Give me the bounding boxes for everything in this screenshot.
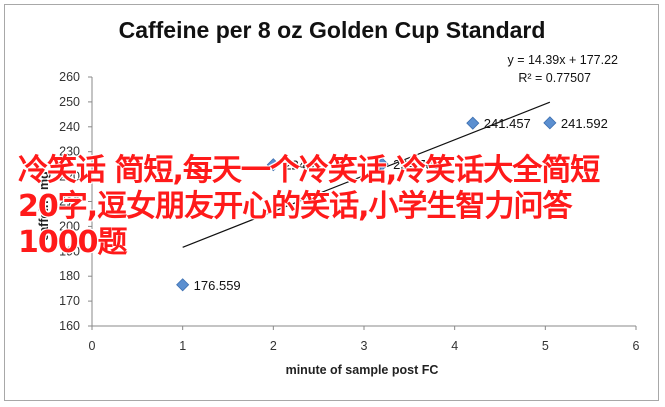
x-tick-label: 6 [633,339,640,353]
y-tick-label: 170 [59,294,80,308]
data-point-marker [176,278,190,292]
data-points: 176.559 224.77 224.789 241.457 241.592 [176,116,608,293]
y-tick-label: 210 [59,195,80,209]
y-tick-label: 260 [59,70,80,84]
x-ticks: 0 1 2 3 4 5 6 [89,326,640,353]
data-point-marker [266,158,280,172]
watermark-overlay-text: 冷笑话 简短,每天一个冷笑话,冷笑话大全简短20字,逗女朋友开心的笑话,小学生智… [18,153,600,260]
data-point-label: 241.457 [484,116,531,131]
x-tick-label: 0 [89,339,96,353]
chart-frame [4,4,659,401]
x-tick-label: 5 [542,339,549,353]
data-point-marker [375,157,389,171]
y-tick-label: 180 [59,269,80,283]
data-point-label: 224.789 [393,157,440,172]
x-axis-label: minute of sample post FC [286,363,439,377]
r-squared-label: R² = 0.77507 [518,71,591,85]
y-tick-label: 220 [59,170,80,184]
y-tick-label: 160 [59,319,80,333]
y-tick-label: 240 [59,120,80,134]
x-tick-label: 1 [179,339,186,353]
x-tick-label: 4 [451,339,458,353]
data-point-marker [543,116,557,130]
trendline-equation: y = 14.39x + 177.22 [507,53,618,67]
y-tick-label: 200 [59,219,80,233]
y-tick-label: 230 [59,145,80,159]
trendline-line [182,101,551,248]
y-tick-label: 190 [59,244,80,258]
data-point-marker [466,116,480,130]
y-axis-label: caffeine mg [37,171,51,240]
trendline [182,101,551,248]
data-point-label: 176.559 [194,278,241,293]
data-point-label: 241.592 [561,116,608,131]
x-tick-label: 3 [361,339,368,353]
y-ticks: 160 170 180 190 200 210 220 230 240 250 260 [59,70,92,333]
data-point-label: 224.77 [284,158,324,173]
y-tick-label: 250 [59,95,80,109]
chart-title: Caffeine per 8 oz Golden Cup Standard [119,17,546,43]
x-tick-label: 2 [270,339,277,353]
